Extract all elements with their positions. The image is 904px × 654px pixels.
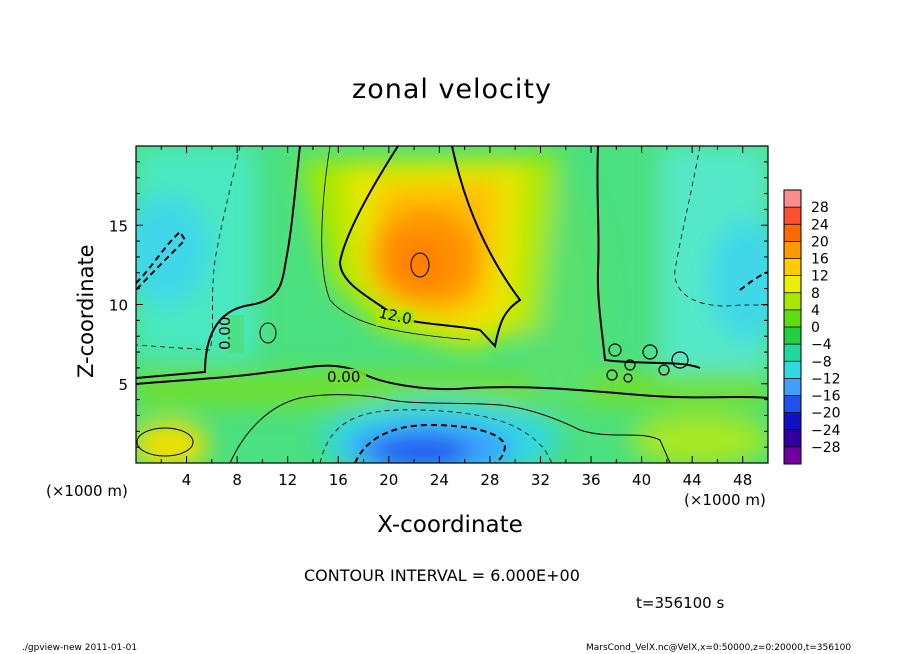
colorbar-label: −12: [811, 371, 841, 387]
x-tick-label: 48: [733, 471, 752, 489]
y-tick-label: 15: [109, 217, 128, 235]
colorbar-swatch: [784, 241, 801, 259]
x-tick-label: 8: [232, 471, 242, 489]
colorbar-swatch: [784, 190, 801, 208]
colorbar-swatch: [784, 429, 801, 448]
x-tick-label: 20: [379, 471, 398, 489]
x-axis-ticks: 4 8 12 16 20 24 28 32 36 40 44 48: [160, 146, 752, 489]
field-jet-max: [398, 242, 442, 282]
contour-small-left: [259, 322, 277, 344]
contour-neg6-right: [674, 146, 768, 307]
x-tick-label: 4: [182, 471, 192, 489]
field-bottom-left-yellow: [136, 421, 208, 463]
field-right-negative: [708, 220, 768, 340]
y-tick-label: 5: [118, 376, 128, 394]
colorbar-swatch: [784, 292, 801, 311]
colorbar-label: 24: [811, 217, 829, 233]
colorbar-swatch: [784, 378, 801, 396]
colorbar-label: −16: [811, 389, 841, 405]
contour-label-zero-vertical: 0.00: [216, 317, 234, 350]
contour-bottom-left: [136, 427, 194, 457]
footer-right-text: MarsCond_VelX.nc@VelX,x=0:50000,z=0:2000…: [586, 643, 852, 653]
y-axis-label: Z-coordinate: [74, 244, 98, 378]
x-tick-label: 40: [632, 471, 651, 489]
colorbar-swatch: [784, 309, 801, 328]
contour-neg-left: [136, 230, 187, 291]
colorbar-swatch: [784, 258, 801, 277]
colorbar-swatch: [784, 446, 801, 465]
x-axis-label: X-coordinate: [377, 512, 523, 538]
contour-lines: [136, 146, 768, 463]
x-tick-label: 24: [430, 471, 449, 489]
contour-neg12: [354, 423, 507, 463]
contour-six: [321, 146, 471, 341]
x-tick-label: 28: [480, 471, 499, 489]
colorbar-swatch: [784, 275, 801, 294]
colorbar-label: −8: [811, 354, 832, 370]
heatmap-field: 12.0 0.00 0.00: [136, 146, 768, 463]
x-tick-label: 36: [581, 471, 600, 489]
colorbar-swatch: [784, 395, 801, 414]
colorbar-label: 28: [811, 200, 829, 216]
x-tick-label: 12: [278, 471, 297, 489]
y-axis-ticks: 5 10 15: [109, 161, 768, 448]
contour-label-group: 12.0 0.00 0.00: [216, 304, 414, 386]
colorbar-label: 8: [811, 286, 820, 302]
contour-jet-max: [410, 252, 430, 278]
contour-zero-bottom: [229, 394, 671, 463]
contour-label-zero: 0.00: [327, 368, 360, 386]
field-bottom-core: [370, 436, 470, 463]
y-tick-label: 10: [109, 297, 128, 315]
colorbar-label: −24: [811, 423, 841, 439]
contour-zero-right: [596, 146, 701, 369]
colorbar-label: −28: [811, 440, 841, 456]
colorbar-swatch: [784, 207, 801, 225]
x-tick-label: 32: [531, 471, 550, 489]
colorbar-swatch: [784, 361, 801, 379]
colorbar-label: 20: [811, 234, 829, 250]
footer-left-text: ./gpview-new 2011-01-01: [22, 643, 138, 653]
chart-title: zonal velocity: [352, 74, 552, 105]
contour-small-cells: [606, 343, 689, 383]
x-tick-label: 44: [683, 471, 702, 489]
colorbar-label: 4: [811, 303, 820, 319]
colorbar-swatch: [784, 327, 801, 345]
colorbar-swatch: [784, 412, 801, 431]
colorbar-swatch: [784, 344, 801, 362]
colorbar-label: −20: [811, 406, 841, 422]
colorbar-swatch: [784, 224, 801, 242]
contour-twelve: [338, 146, 522, 349]
contour-neg6-bottom: [319, 409, 553, 463]
x-unit-label-right: (×1000 m): [684, 491, 766, 509]
colorbar-label: 0: [811, 320, 820, 336]
contour-interval-text: CONTOUR INTERVAL = 6.000E+00: [304, 566, 580, 585]
contour-neg6-left: [136, 146, 241, 351]
x-tick-label: 16: [329, 471, 348, 489]
contour-zero-left: [136, 146, 301, 379]
colorbar-label: 16: [811, 252, 829, 268]
contour-zero-lower: [136, 364, 768, 399]
colorbar-label: −4: [811, 337, 832, 353]
colorbar-label: 12: [811, 269, 829, 285]
time-label: t=356100 s: [636, 594, 725, 612]
x-unit-label-left: (×1000 m): [46, 482, 128, 500]
field-left-negative: [136, 195, 210, 305]
field-bottom-right-yellow: [630, 414, 768, 463]
